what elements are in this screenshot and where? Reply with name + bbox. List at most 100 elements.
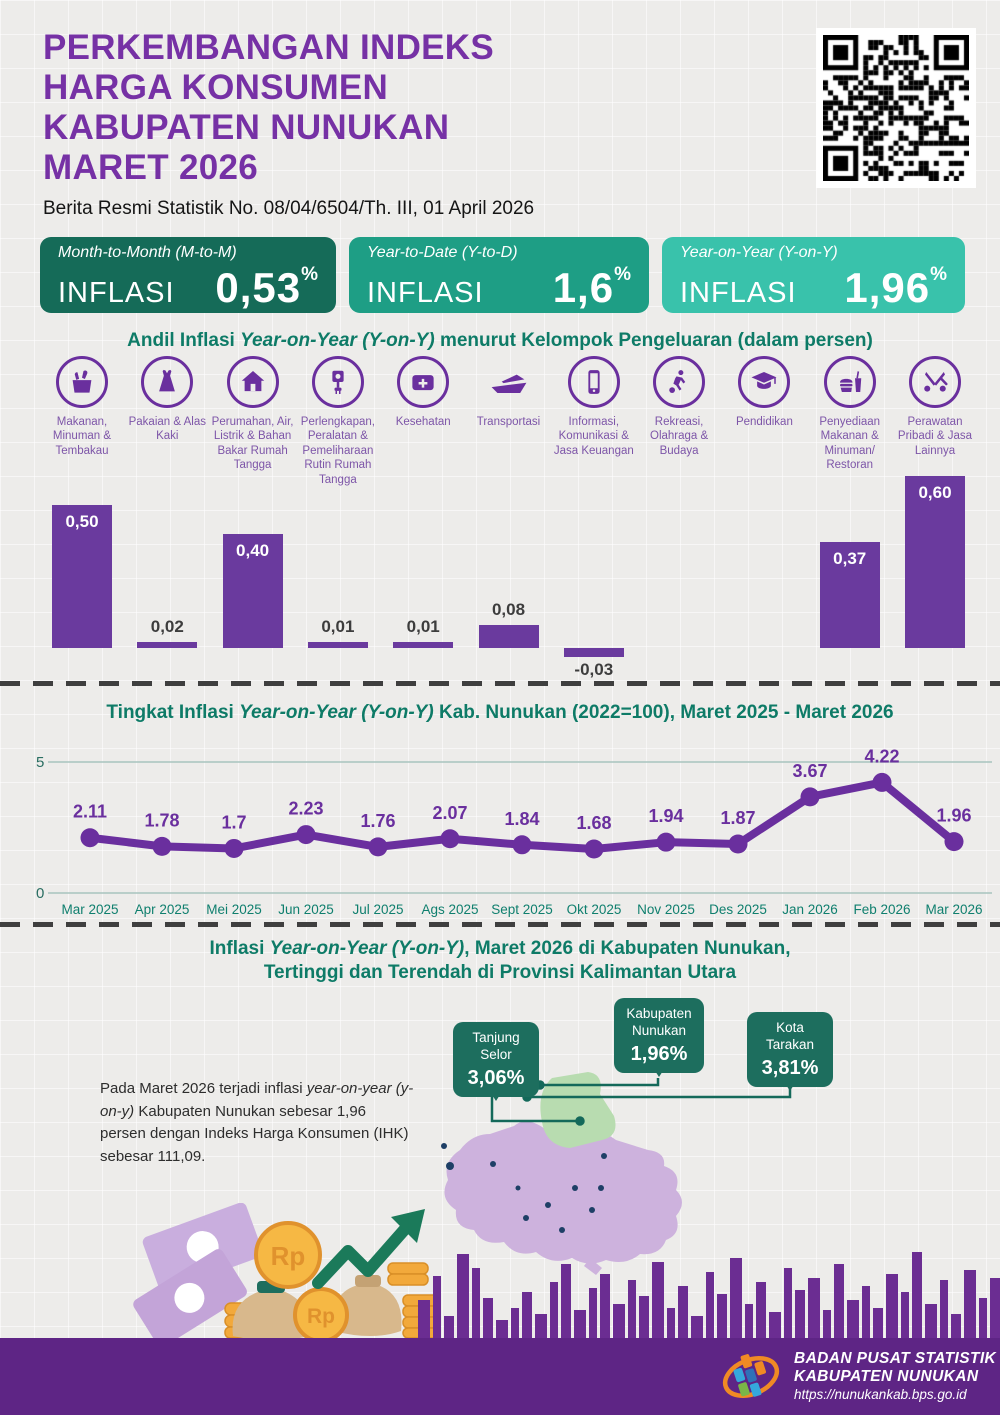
sports-icon [653, 356, 706, 408]
skyline-building [808, 1278, 820, 1338]
data-point [656, 832, 676, 852]
skyline-building [769, 1312, 781, 1338]
skyline-building [964, 1270, 976, 1338]
line-chart-title-italic: Year-on-Year (Y-on-Y) [239, 702, 434, 723]
category-label: Kesehatan [395, 416, 451, 428]
skyline-building [483, 1298, 493, 1338]
bar-chart-title-italic: Year-on-Year (Y-on-Y) [240, 330, 435, 351]
note-italic: year-on-year (y-on-y) [100, 1080, 414, 1120]
skyline-building [873, 1308, 883, 1338]
money-bag-icon [232, 1275, 402, 1338]
category-label: Penyediaan Makanan & Minuman/ Restoran [819, 416, 881, 472]
skyline-building [678, 1286, 688, 1338]
bar-value-label: 0,60 [918, 483, 952, 502]
title-line-2: HARGA KONSUMEN [43, 67, 389, 107]
bar [222, 534, 283, 648]
footer-org-line1: BADAN PUSAT STATISTIK [794, 1349, 997, 1367]
data-point-value-label: 2.23 [288, 799, 323, 819]
data-point [224, 838, 244, 858]
x-axis-month-label: Mar 2025 [61, 902, 118, 917]
skyline-building [652, 1262, 664, 1338]
x-axis-month-label: Jul 2025 [352, 902, 403, 917]
data-point [800, 787, 820, 807]
food-drink-icon [823, 356, 876, 408]
bar-chart-title-prefix: Andil Inflasi [127, 330, 241, 351]
map-section-title-line2: Tertinggi dan Terendah di Provinsi Kalim… [263, 962, 737, 983]
skyline-building [979, 1298, 987, 1338]
x-axis-month-label: Okt 2025 [567, 902, 622, 917]
title-line-3: KABUPATEN NUNUKAN [43, 107, 450, 147]
skyline-building [745, 1304, 753, 1338]
card-unit: % [301, 264, 318, 285]
bar [905, 476, 965, 648]
map-section-title: Inflasi Year-on-Year (Y-on-Y), Maret 202… [0, 938, 1000, 960]
data-point [584, 839, 604, 859]
y-axis-tick-label: 5 [36, 754, 44, 771]
ship-icon [483, 356, 535, 408]
inflation-note: Pada Maret 2026 terjadi inflasi year-on-… [100, 1078, 415, 1168]
bar-value-label: 0,02 [150, 617, 184, 636]
section-divider [0, 922, 1000, 927]
skyline-building [472, 1268, 480, 1338]
footer-url-link[interactable]: https://nunukankab.bps.go.id [794, 1387, 967, 1402]
map-north-kalimantan-region [540, 1072, 616, 1148]
graduation-cap-icon [738, 356, 791, 408]
inflation-card-mtm: Month-to-Month (M-to-M) INFLASI 0,53% [40, 237, 336, 313]
category-label: Makanan, Minuman & Tembakau [52, 416, 112, 457]
skyline-building [990, 1278, 1000, 1338]
x-axis-month-label: Mei 2025 [206, 902, 262, 917]
skyline-building [433, 1276, 441, 1338]
card-unit: % [614, 264, 631, 285]
map-title-prefix: Inflasi [209, 938, 270, 959]
appliance-plug-icon [311, 356, 364, 408]
skyline-building [667, 1308, 675, 1338]
bar-value-label: 0,01 [406, 617, 440, 636]
bar-value-label: 0,01 [321, 617, 355, 636]
x-axis-month-label: Nov 2025 [637, 902, 695, 917]
data-point-value-label: 1.68 [576, 813, 611, 833]
bar-value-label: 0,08 [491, 600, 526, 619]
data-point-value-label: 3.67 [792, 761, 827, 781]
data-point-value-label: 1.94 [648, 806, 683, 826]
x-axis-month-label: Apr 2025 [135, 902, 190, 917]
banknote-icon [133, 1203, 263, 1338]
skyline-building [600, 1274, 610, 1338]
card-value: 1,96 [844, 264, 931, 311]
bar [52, 505, 112, 648]
svg-text:Rp: Rp [307, 1305, 335, 1328]
line-chart-title-suffix: Kab. Nunukan (2022=100), Maret 2025 - Ma… [433, 702, 894, 723]
callout-value: 3,81% [761, 1056, 819, 1079]
skyline-building [730, 1258, 742, 1338]
data-point [872, 772, 892, 792]
title-line-4: MARET 2026 [43, 147, 259, 187]
card-metric-label: INFLASI [680, 277, 797, 309]
footer-org-line2: KABUPATEN NUNUKAN [794, 1368, 979, 1386]
x-axis-month-label: Ags 2025 [421, 902, 478, 917]
map-southeast-cape [584, 1258, 602, 1275]
skyline-building [834, 1264, 844, 1338]
map-title-italic: Year-on-Year (Y-on-Y) [269, 938, 465, 959]
bar [478, 625, 539, 648]
section-divider [0, 681, 1000, 686]
category-label: Rekreasi, Olahraga & Budaya [650, 416, 709, 457]
skyline-building [940, 1280, 948, 1338]
skyline-building [925, 1304, 937, 1338]
skyline-building [522, 1292, 532, 1338]
data-point [440, 829, 460, 849]
data-point [80, 828, 100, 848]
bar-value-label: -0,03 [574, 660, 614, 679]
data-point-value-label: 4.22 [864, 746, 899, 766]
callout-name: Tanjung Selor [472, 1030, 520, 1062]
data-point [152, 836, 172, 856]
callout-kota-tarakan: Kota Tarakan 3,81% [747, 1012, 833, 1091]
callout-value: 1,96% [630, 1042, 688, 1065]
bar-value-label: 0,40 [236, 541, 270, 560]
map-island-shape [444, 1121, 682, 1264]
card-value: 1,6 [552, 264, 615, 311]
data-point [296, 825, 316, 845]
inflation-card-ytd: Year-to-Date (Y-to-D) INFLASI 1,6% [349, 237, 649, 313]
release-subtitle: Berita Resmi Statistik No. 08/04/6504/Th… [43, 198, 535, 219]
bar-chart: Makanan, Minuman & Tembakau 0,50 Pakaian &… [0, 352, 1000, 682]
callout-connector-lines [490, 1078, 792, 1126]
skyline-building [628, 1280, 636, 1338]
